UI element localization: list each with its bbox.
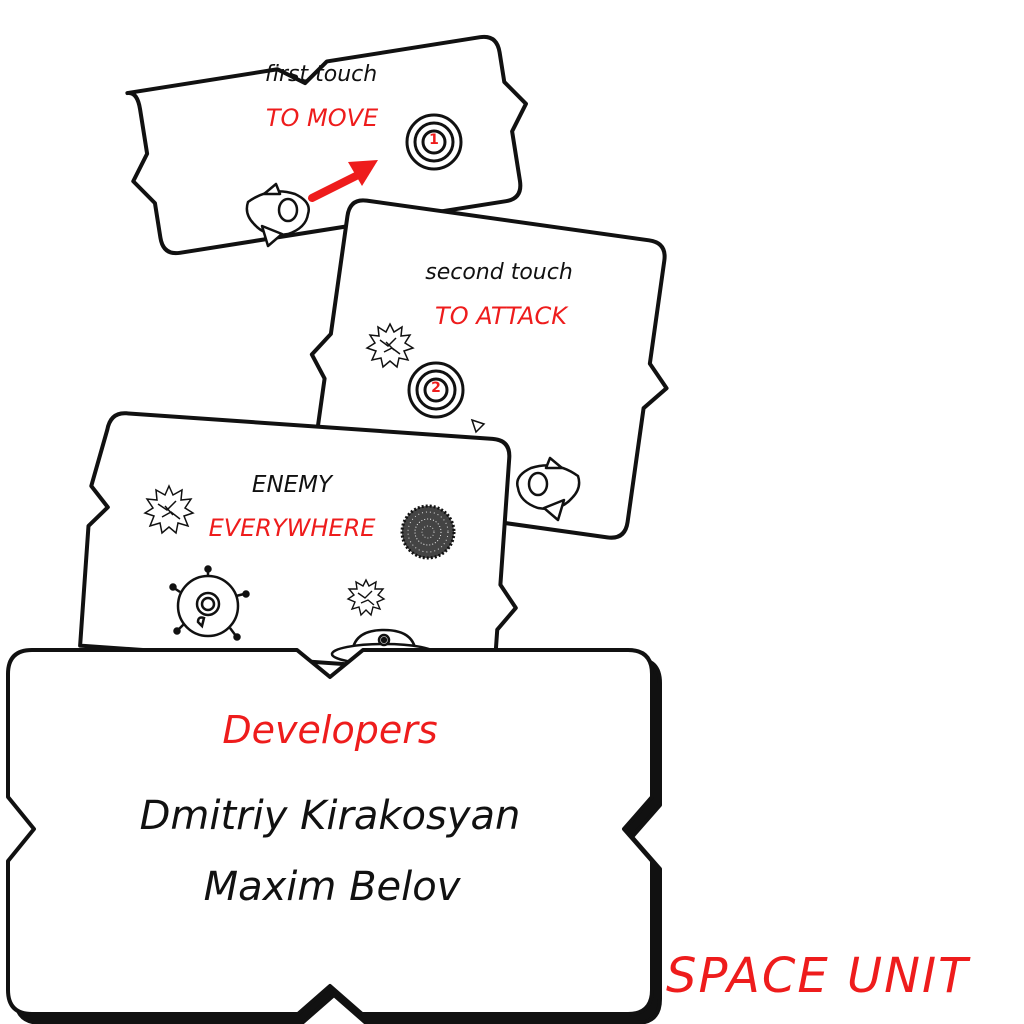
target-number: 2 [431, 380, 441, 396]
move-line2: TO MOVE [265, 104, 379, 132]
spiky-virus-icon [346, 578, 386, 617]
mine-icon [169, 565, 250, 641]
game-title: SPACE UNIT [666, 948, 970, 1004]
developer-name-1: Dmitriy Kirakosyan [139, 793, 521, 839]
target-icon: 1 [404, 112, 464, 172]
enemy-line2: EVERYWHERE [208, 514, 376, 542]
fuzzy-virus-icon [400, 504, 456, 560]
developer-name-2: Maxim Belov [203, 864, 461, 910]
enemy-line1: ENEMY [251, 472, 333, 498]
attack-line2: TO ATTACK [435, 302, 567, 330]
arrow-icon [308, 160, 378, 202]
spiky-virus-icon [143, 484, 195, 535]
spiky-virus-icon [365, 322, 415, 369]
target-icon: 2 [406, 360, 466, 420]
target-number: 1 [429, 132, 439, 148]
credits-heading: Developers [222, 708, 438, 752]
attack-line1: second touch [425, 260, 573, 285]
spaceship-icon [245, 182, 310, 248]
move-line1: first touch [264, 62, 378, 87]
spaceship-icon [516, 456, 581, 522]
